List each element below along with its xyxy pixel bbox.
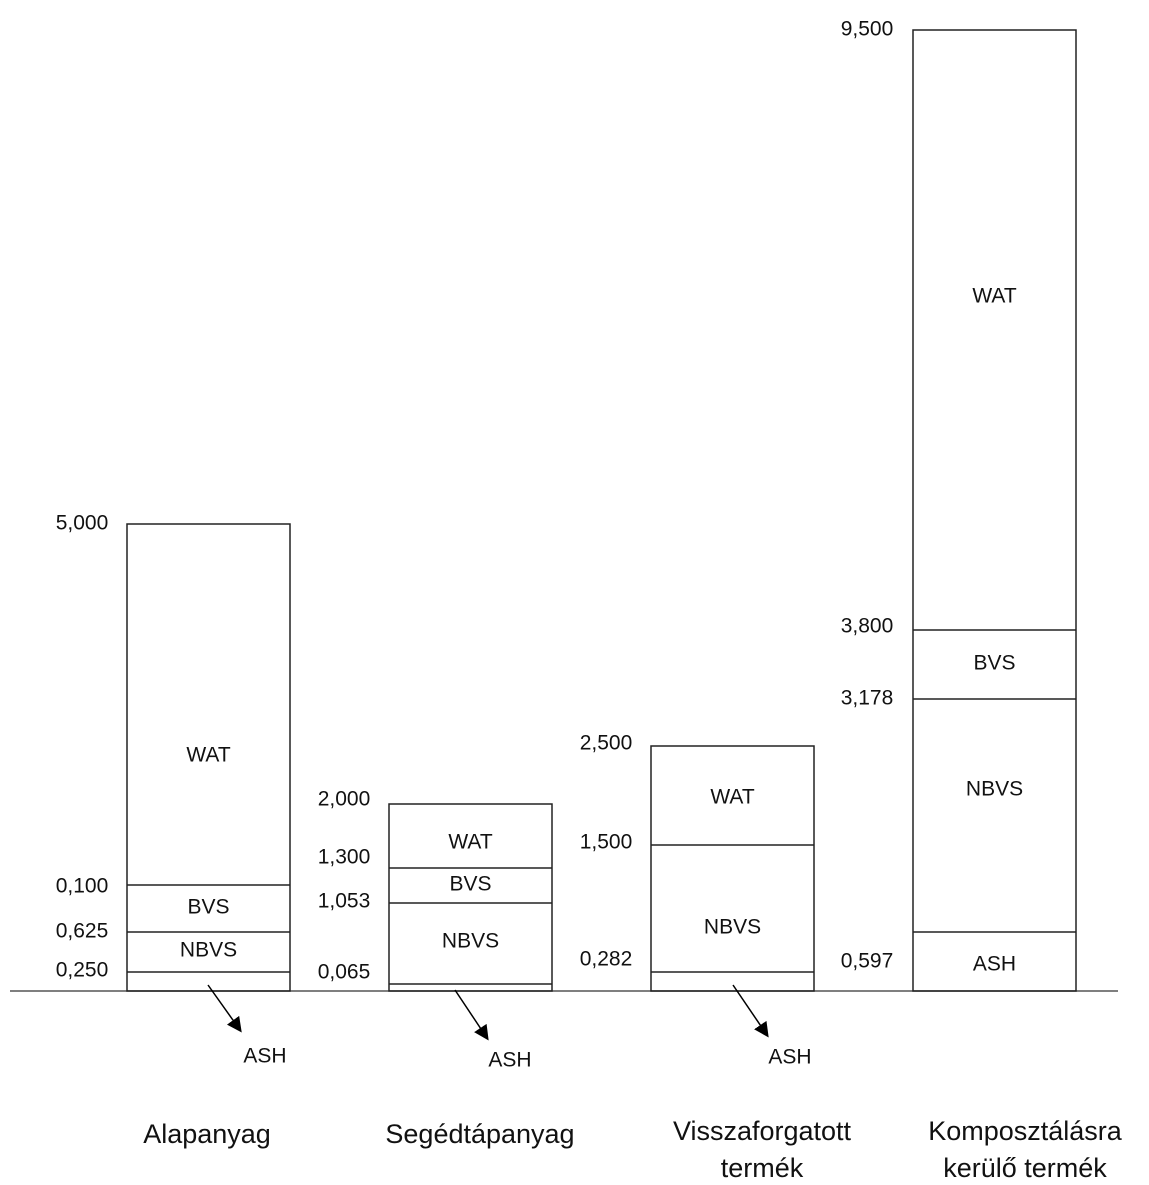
segment-label: BVS: [187, 896, 229, 919]
segment-label: NBVS: [704, 916, 761, 939]
segment-label: WAT: [710, 786, 754, 809]
boundary-label: 0,100: [56, 875, 109, 898]
ash-label: ASH: [768, 1046, 811, 1069]
boundary-label: 2,500: [580, 732, 633, 755]
boundary-label: 1,300: [318, 846, 371, 869]
ash-label: ASH: [243, 1045, 286, 1068]
segment-label: WAT: [186, 744, 230, 767]
boundary-label: 0,625: [56, 920, 109, 943]
boundary-label: 1,500: [580, 831, 633, 854]
segment-label: WAT: [972, 285, 1016, 308]
column-name: termék: [721, 1153, 804, 1183]
column-name: Segédtápanyag: [385, 1119, 574, 1149]
column-name: Komposztálásra: [928, 1116, 1123, 1146]
bar: [126, 523, 291, 992]
boundary-label: 2,000: [318, 788, 371, 811]
segment-label: BVS: [449, 873, 491, 896]
segment-label: NBVS: [180, 939, 237, 962]
column-name: Alapanyag: [143, 1119, 271, 1149]
ash-arrow: [732, 984, 769, 1038]
boundary-label: 0,065: [318, 961, 371, 984]
column-name: Visszaforgatott: [673, 1116, 852, 1146]
bar: [912, 29, 1077, 992]
boundary-label: 9,500: [841, 18, 894, 41]
ash-label: ASH: [488, 1049, 531, 1072]
boundary-label: 5,000: [56, 512, 109, 535]
boundary-label: 0,250: [56, 959, 109, 982]
boundary-label: 3,800: [841, 615, 894, 638]
column-name: kerülő termék: [943, 1153, 1107, 1183]
boundary-label: 0,597: [841, 950, 894, 973]
boundary-label: 0,282: [580, 948, 633, 971]
segment-label: NBVS: [966, 778, 1023, 801]
segment-label: NBVS: [442, 930, 499, 953]
boundary-label: 3,178: [841, 687, 894, 710]
ash-arrow: [454, 989, 489, 1041]
boundary-label: 1,053: [318, 890, 371, 913]
bar: [388, 803, 553, 992]
segment-label: BVS: [973, 652, 1015, 675]
bar: [650, 745, 815, 992]
segment-label: ASH: [973, 953, 1016, 976]
segment-label: WAT: [448, 831, 492, 854]
ash-arrow: [207, 984, 242, 1033]
